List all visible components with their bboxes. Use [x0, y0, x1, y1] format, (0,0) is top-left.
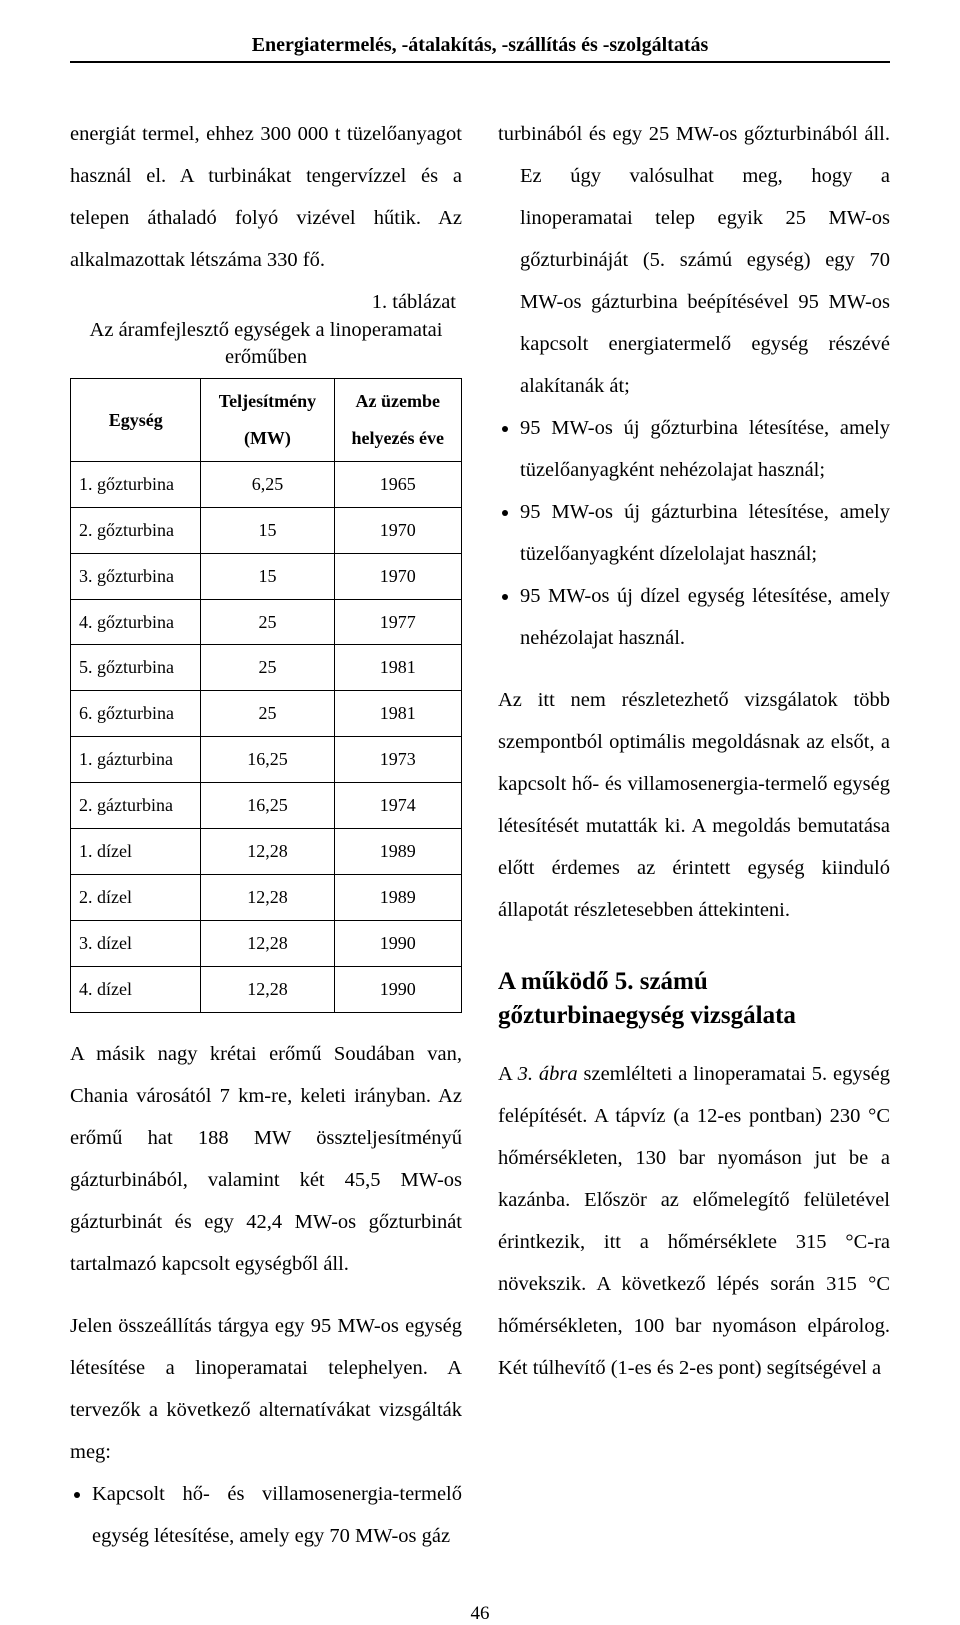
table-row: 3. dízel12,281990	[71, 920, 462, 966]
table-body: 1. gőzturbina6,251965 2. gőzturbina15197…	[71, 461, 462, 1012]
section-heading: A működő 5. számú gőzturbinaegység vizsg…	[498, 965, 890, 1033]
right-bullet-3: 95 MW-os új dízel egység létesítése, ame…	[520, 575, 890, 659]
table-caption-text: Az áramfejlesztő egységek a linoperamata…	[90, 319, 443, 369]
table-row: 1. gőzturbina6,251965	[71, 461, 462, 507]
table-row: 4. dízel12,281990	[71, 966, 462, 1012]
table-row: 2. gőzturbina151970	[71, 507, 462, 553]
table-row: 5. gőzturbina251981	[71, 645, 462, 691]
right-bullet-2: 95 MW-os új gázturbina létesítése, amely…	[520, 491, 890, 575]
p3-italic: 3. ábra	[518, 1063, 578, 1085]
left-bullets: Kapcsolt hő- és villamosenergia-termelő …	[70, 1473, 462, 1557]
th-year-sub: helyezés éve	[352, 428, 444, 448]
two-column-body: energiát termel, ehhez 300 000 t tüzelőa…	[70, 113, 890, 1557]
right-cont-bullet: turbinából és egy 25 MW-os gőzturbinából…	[498, 113, 890, 407]
table-row: 6. gőzturbina251981	[71, 691, 462, 737]
left-bullet-1: Kapcsolt hő- és villamosenergia-termelő …	[92, 1473, 462, 1557]
right-para-3: A 3. ábra szemlélteti a linoperamatai 5.…	[498, 1053, 890, 1389]
table-caption: 1. táblázat Az áramfejlesztő egységek a …	[70, 289, 462, 372]
head-underline	[70, 61, 890, 63]
table-row: 3. gőzturbina151970	[71, 553, 462, 599]
table-row: 2. dízel12,281989	[71, 874, 462, 920]
page-number: 46	[70, 1603, 890, 1625]
units-table: Egység Teljesítmény(MW) Az üzembehelyezé…	[70, 378, 462, 1012]
left-para-1: energiát termel, ehhez 300 000 t tüzelőa…	[70, 113, 462, 281]
th-year: Az üzembehelyezés éve	[334, 379, 461, 462]
left-para-2: A másik nagy krétai erőmű Soudában van, …	[70, 1033, 462, 1285]
table-row: 1. gázturbina16,251973	[71, 737, 462, 783]
table-row: 4. gőzturbina251977	[71, 599, 462, 645]
th-power-sub: (MW)	[244, 428, 291, 448]
left-column: energiát termel, ehhez 300 000 t tüzelőa…	[70, 113, 462, 1557]
th-unit: Egység	[71, 379, 201, 462]
running-head: Energiatermelés, -átalakítás, -szállítás…	[70, 34, 890, 57]
th-power: Teljesítmény(MW)	[201, 379, 334, 462]
p3-pre: A	[498, 1063, 518, 1085]
right-column: turbinából és egy 25 MW-os gőzturbinából…	[498, 113, 890, 1557]
right-para-2: Az itt nem részletezhető vizsgálatok töb…	[498, 679, 890, 931]
table-row: 1. dízel12,281989	[71, 828, 462, 874]
table-row: 2. gázturbina16,251974	[71, 783, 462, 829]
table-caption-num: 1. táblázat	[70, 289, 456, 317]
right-bullet-1: 95 MW-os új gőzturbina létesítése, amely…	[520, 407, 890, 491]
left-para-3: Jelen összeállítás tárgya egy 95 MW-os e…	[70, 1305, 462, 1473]
p3-post: szemlélteti a linoperamatai 5. egység fe…	[498, 1063, 890, 1379]
right-bullets: 95 MW-os új gőzturbina létesítése, amely…	[498, 407, 890, 659]
